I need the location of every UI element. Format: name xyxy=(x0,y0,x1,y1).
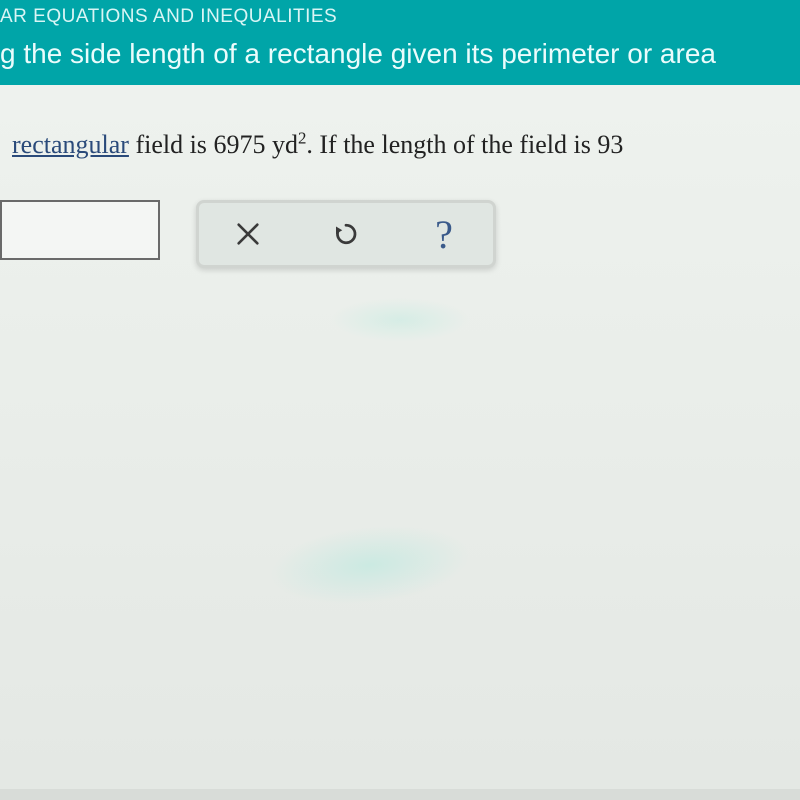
content-area: rectangular field is 6975 yd2. If the le… xyxy=(0,85,800,789)
question-frag-2: . If the length of the field is xyxy=(306,130,597,159)
clear-button[interactable] xyxy=(203,204,293,264)
screen-glare xyxy=(234,492,505,639)
answer-row: ? xyxy=(0,200,800,268)
undo-icon xyxy=(331,219,361,249)
term-link-rectangular[interactable]: rectangular xyxy=(12,130,129,159)
x-icon xyxy=(234,220,262,248)
input-toolbar: ? xyxy=(196,200,496,268)
help-button[interactable]: ? xyxy=(399,204,489,264)
question-frag-1: field is xyxy=(129,130,214,159)
undo-button[interactable] xyxy=(301,204,391,264)
header-category: AR EQUATIONS AND INEQUALITIES xyxy=(0,6,800,28)
question-mark-icon: ? xyxy=(435,211,453,258)
question-text: rectangular field is 6975 yd2. If the le… xyxy=(0,125,800,164)
screen-glare xyxy=(310,285,490,355)
area-value: 6975 xyxy=(213,130,265,159)
unit-base: yd xyxy=(265,130,298,159)
header: AR EQUATIONS AND INEQUALITIES g the side… xyxy=(0,0,800,85)
header-title: g the side length of a rectangle given i… xyxy=(0,36,800,71)
answer-input[interactable] xyxy=(0,200,160,260)
length-value: 93 xyxy=(597,130,623,159)
